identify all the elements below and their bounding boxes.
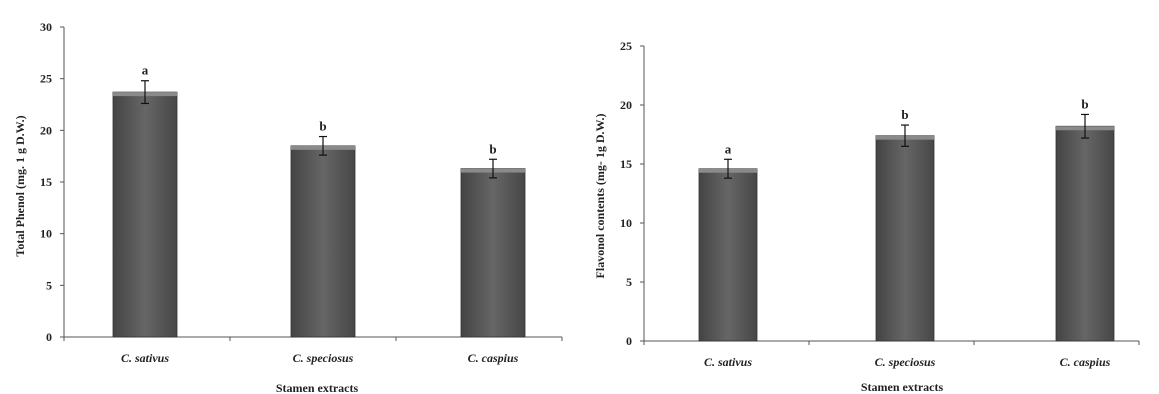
bar: [290, 145, 356, 338]
significance-letter: b: [901, 107, 908, 122]
y-axis-title: Flavonol contents (mg- 1g D.W.): [593, 114, 607, 279]
y-tick-label: 30: [40, 20, 52, 34]
bar: [112, 91, 178, 338]
y-tick-label: 10: [40, 227, 52, 241]
x-axis-title: Stamen extracts: [861, 380, 944, 394]
y-tick-label: 0: [626, 334, 632, 348]
category-label: C. speciosus: [293, 351, 354, 365]
significance-letter: a: [142, 63, 149, 78]
bar: [460, 168, 526, 338]
y-tick-label: 5: [46, 278, 52, 292]
significance-letter: a: [725, 141, 732, 156]
category-label: C. caspius: [1060, 355, 1111, 369]
x-axis-title: Stamen extracts: [276, 381, 359, 394]
category-label: C. caspius: [468, 351, 519, 365]
total-phenol-chart: Total Phenol (mg. 1 g D.W.) Stamen extra…: [13, 20, 563, 394]
significance-letter: b: [1081, 96, 1088, 111]
y-tick-label: 20: [620, 98, 632, 112]
y-tick-label: 20: [40, 123, 52, 137]
category-label: C. speciosus: [875, 355, 936, 369]
bar: [875, 135, 935, 342]
y-tick-label: 15: [620, 157, 632, 171]
category-label: C. sativus: [121, 351, 169, 365]
significance-letter: b: [489, 141, 496, 156]
category-label: C. sativus: [704, 355, 752, 369]
y-tick-label: 25: [40, 72, 52, 86]
y-tick-label: 5: [626, 275, 632, 289]
significance-letter: b: [319, 119, 326, 134]
bar: [1055, 125, 1115, 342]
y-tick-label: 0: [46, 330, 52, 344]
flavonol-chart: Flavonol contents (mg- 1g D.W.) Stamen e…: [593, 39, 1140, 394]
y-tick-label: 15: [40, 175, 52, 189]
y-tick-label: 10: [620, 216, 632, 230]
y-tick-label: 25: [620, 39, 632, 53]
y-axis-title: Total Phenol (mg. 1 g D.W.): [13, 115, 27, 256]
bar: [698, 168, 758, 342]
